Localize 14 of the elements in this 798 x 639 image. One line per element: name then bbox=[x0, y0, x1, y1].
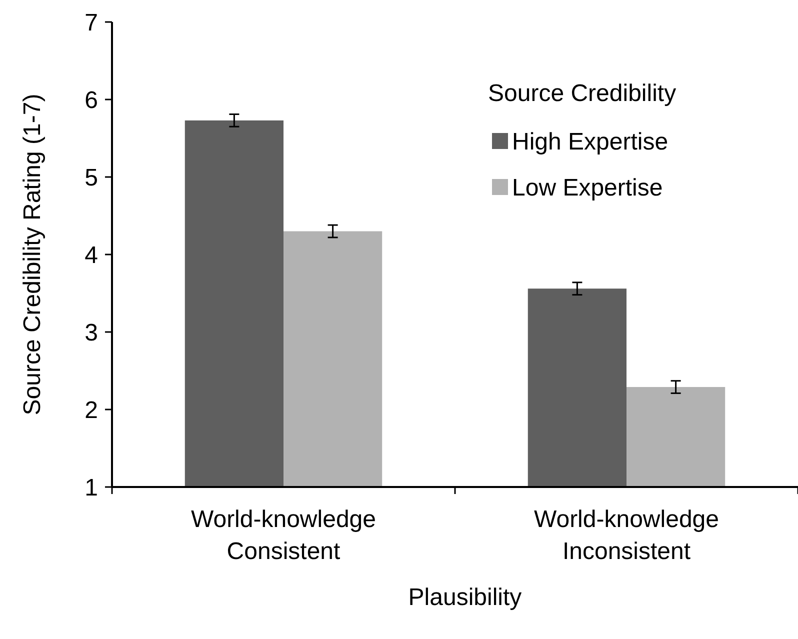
x-axis-title: Plausibility bbox=[408, 584, 522, 611]
legend-title: Source Credibility bbox=[488, 80, 676, 107]
x-tick-label: World-knowledge Consistent bbox=[191, 506, 376, 565]
y-axis-title: Source Credibility Rating (1-7) bbox=[19, 94, 46, 416]
y-tick-label: 4 bbox=[84, 242, 98, 269]
legend-label: High Expertise bbox=[512, 128, 668, 156]
x-tick-label: World-knowledge Inconsistent bbox=[534, 506, 719, 565]
y-tick-label: 1 bbox=[84, 474, 98, 502]
y-tick-label: 7 bbox=[84, 9, 98, 36]
y-tick-label: 5 bbox=[84, 164, 98, 192]
y-tick-label: 2 bbox=[84, 396, 98, 424]
y-tick-label: 6 bbox=[84, 86, 98, 114]
legend-label: Low Expertise bbox=[512, 174, 663, 202]
y-tick-label: 3 bbox=[84, 319, 98, 346]
